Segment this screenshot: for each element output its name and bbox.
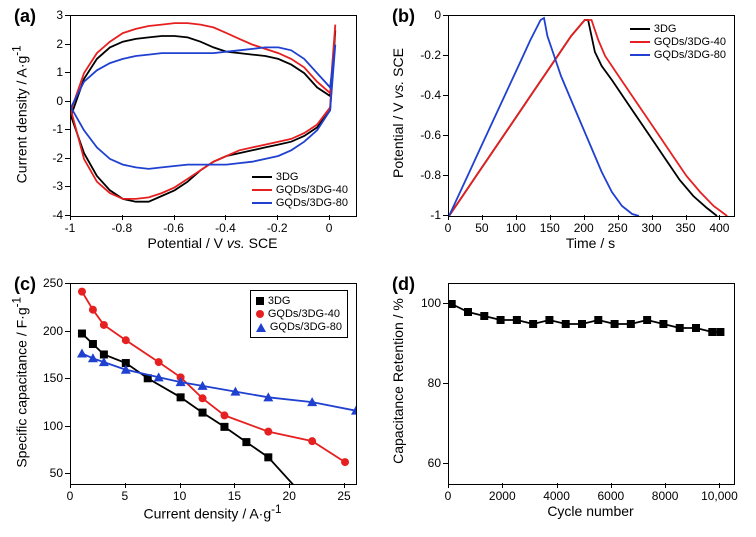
panel-c: (c) 3DG GQDs/3DG-40 GQDs/3DG-80 Current … [0,268,378,536]
panel-c-legend: 3DG GQDs/3DG-40 GQDs/3DG-80 [250,290,348,338]
panel-d-plot [448,283,735,485]
panel-b-legend: 3DG GQDs/3DG-40 GQDs/3DG-80 [630,22,726,62]
panel-d-svg [449,284,734,484]
panel-c-plot: 3DG GQDs/3DG-40 GQDs/3DG-80 [70,283,357,485]
panel-c-ylabel: Specific capacitance / F·g-1 [11,282,30,482]
legend-a-3dg: 3DG [252,171,348,183]
legend-a-gqds80: GQDs/3DG-80 [252,197,348,209]
figure-grid: (a) 3DG GQDs/3DG-40 GQDs/3DG-80 Potentia… [0,0,756,537]
panel-a-plot: 3DG GQDs/3DG-40 GQDs/3DG-80 [70,15,357,217]
panel-d-xlabel: Cycle number [448,503,733,519]
legend-b-3dg: 3DG [630,23,726,35]
panel-a: (a) 3DG GQDs/3DG-40 GQDs/3DG-80 Potentia… [0,0,378,268]
panel-d-ylabel: Capacitance Retention / % [390,281,406,481]
panel-c-xlabel: Current density / A·g-1 [70,503,355,522]
panel-a-legend: 3DG GQDs/3DG-40 GQDs/3DG-80 [252,170,348,210]
panel-a-xlabel: Potential / V vs. SCE [70,235,355,251]
legend-c-3dg: 3DG [256,295,342,307]
legend-c-gqds40: GQDs/3DG-40 [256,308,342,320]
legend-b-gqds40: GQDs/3DG-40 [630,36,726,48]
legend-b-gqds80: GQDs/3DG-80 [630,49,726,61]
panel-b-ylabel: Potential / V vs. SCE [390,13,406,213]
panel-b-plot: 3DG GQDs/3DG-40 GQDs/3DG-80 [448,15,735,217]
panel-b: (b) 3DG GQDs/3DG-40 GQDs/3DG-80 Time / s… [378,0,756,268]
panel-d: (d) Cycle number Capacitance Retention /… [378,268,756,536]
legend-c-gqds80: GQDs/3DG-80 [256,321,342,333]
panel-a-ylabel: Current density / A·g-1 [11,14,30,214]
panel-b-xlabel: Time / s [448,235,733,251]
legend-a-gqds40: GQDs/3DG-40 [252,184,348,196]
